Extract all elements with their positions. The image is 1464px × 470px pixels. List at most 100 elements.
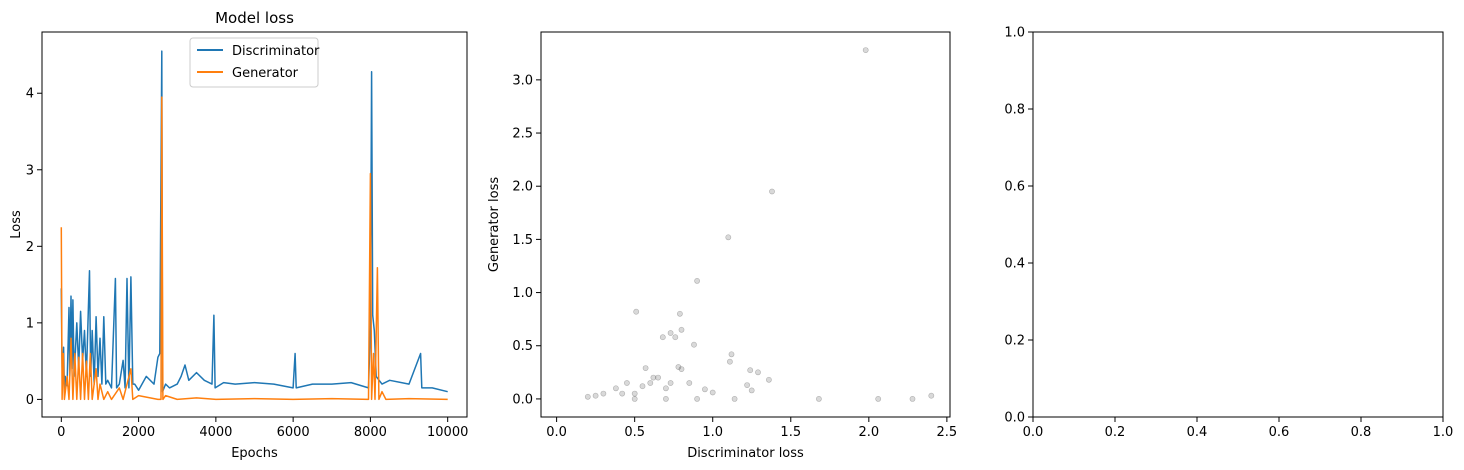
scatter-point [755, 369, 761, 376]
x-tick-label: 0 [57, 425, 65, 440]
scatter-point [677, 310, 683, 317]
plot-frame [41, 31, 468, 418]
loss-scatter-chart: 0.0 0.5 1.0 1.5 2.0 2.5 0.0 0.5 1.0 1.5 2.0 2.5 3.0… [487, 31, 957, 461]
y-tick-label: 3 [26, 163, 34, 178]
scatter-point [725, 234, 732, 241]
x-tick-label: 10000 [427, 425, 468, 440]
scatter-point [639, 383, 646, 390]
x-axis-ticks: 0 2000 4000 6000 8000 10000 [57, 417, 468, 440]
x-tick-label: 0.6 [1269, 425, 1290, 440]
scatter-point [875, 395, 882, 402]
x-tick-label: 0.5 [624, 425, 645, 440]
x-tick-label: 1.5 [780, 425, 801, 440]
scatter-point [678, 326, 685, 333]
x-tick-label: 1.0 [702, 425, 723, 440]
scatter-point [584, 393, 591, 400]
x-tick-label: 4000 [199, 425, 232, 440]
scatter-point [647, 380, 654, 386]
y-tick-label: 0.6 [1004, 180, 1025, 195]
y-tick-label: 4 [26, 87, 34, 102]
y-tick-label: 2.0 [512, 180, 533, 195]
scatter-point [642, 365, 649, 371]
scatter-point [675, 364, 682, 370]
x-tick-label: 6000 [277, 425, 310, 440]
scatter-point [748, 387, 755, 394]
legend-label-discriminator: Discriminator [232, 44, 320, 59]
scatter-point [663, 395, 669, 402]
y-tick-label: 0.4 [1004, 257, 1025, 272]
scatter-point [727, 358, 733, 365]
x-axis-ticks: 0.0 0.5 1.0 1.5 2.0 2.5 [546, 417, 957, 440]
scatter-point [766, 376, 772, 383]
scatter-point [691, 341, 697, 348]
scatter-point [631, 390, 638, 397]
scatter-point [619, 390, 626, 397]
scatter-point [624, 380, 630, 386]
scatter-points [584, 47, 935, 402]
scatter-point [678, 366, 685, 372]
series-line-generator [60, 96, 448, 401]
scatter-point [709, 389, 716, 396]
scatter-point [667, 330, 674, 336]
scatter-point [650, 374, 657, 381]
scatter-point [928, 392, 935, 399]
y-tick-label: 1.0 [512, 286, 533, 301]
scatter-point [728, 351, 735, 358]
plot-frame [540, 31, 951, 418]
y-tick-label: 0.0 [512, 392, 533, 407]
x-tick-label: 2.0 [858, 425, 879, 440]
y-tick-label: 1.5 [512, 233, 533, 248]
scatter-point [731, 395, 738, 402]
series-line-discriminator [60, 50, 448, 393]
x-tick-label: 8000 [354, 425, 387, 440]
y-tick-label: 0.0 [1004, 411, 1025, 426]
line-series-group [60, 50, 448, 401]
y-axis-ticks: 0 1 2 3 4 [26, 87, 42, 408]
scatter-point [862, 47, 869, 53]
scatter-point [694, 277, 700, 284]
x-tick-label: 2.5 [937, 425, 958, 440]
y-tick-label: 0.5 [512, 339, 533, 354]
y-tick-label: 0.8 [1004, 103, 1025, 118]
x-tick-label: 0.0 [546, 425, 567, 440]
scatter-point [631, 395, 638, 402]
loss-line-chart: Model loss 0 2000 4000 6000 8000 10000 01234 … [9, 9, 468, 461]
y-tick-label: 0.2 [1004, 334, 1025, 349]
y-axis-label: Loss [9, 210, 24, 239]
scatter-point [909, 395, 916, 402]
y-axis-ticks: 0.0 0.2 0.4 0.6 0.8 1.0 [1004, 26, 1033, 426]
scatter-point [816, 395, 822, 402]
x-tick-label: 0.8 [1351, 425, 1372, 440]
scatter-point [592, 392, 599, 399]
plot-frame [1032, 31, 1444, 418]
x-tick-label: 2000 [122, 425, 155, 440]
scatter-point [663, 385, 669, 392]
scatter-point [744, 382, 750, 388]
x-tick-label: 0.0 [1023, 425, 1044, 440]
x-tick-label: 0.4 [1187, 425, 1208, 440]
y-tick-label: 2 [26, 240, 34, 255]
empty-chart: 0.0 0.2 0.4 0.6 0.8 1.0 0.0 0.2 0.4 0.6 0.8 1.0 [1004, 26, 1453, 441]
scatter-point [600, 390, 607, 397]
y-tick-label: 3.0 [512, 73, 533, 88]
x-axis-ticks: 0.0 0.2 0.4 0.6 0.8 1.0 [1023, 417, 1454, 440]
legend-label-generator: Generator [232, 66, 299, 81]
y-tick-label: 0 [26, 393, 34, 408]
scatter-point [686, 380, 693, 386]
scatter-point [694, 395, 700, 402]
scatter-point [655, 374, 661, 381]
scatter-point [769, 188, 775, 195]
scatter-point [659, 334, 666, 341]
y-tick-label: 1.0 [1004, 26, 1025, 41]
y-tick-label: 1 [26, 316, 34, 331]
scatter-point [672, 334, 679, 341]
scatter-point [667, 380, 674, 386]
scatter-point [633, 308, 640, 315]
x-tick-label: 1.0 [1433, 425, 1454, 440]
legend: Discriminator Generator [189, 37, 320, 88]
chart-title: Model loss [215, 9, 294, 27]
scatter-point [702, 386, 708, 393]
y-axis-label: Generator loss [487, 177, 502, 272]
x-axis-label: Epochs [231, 446, 278, 461]
